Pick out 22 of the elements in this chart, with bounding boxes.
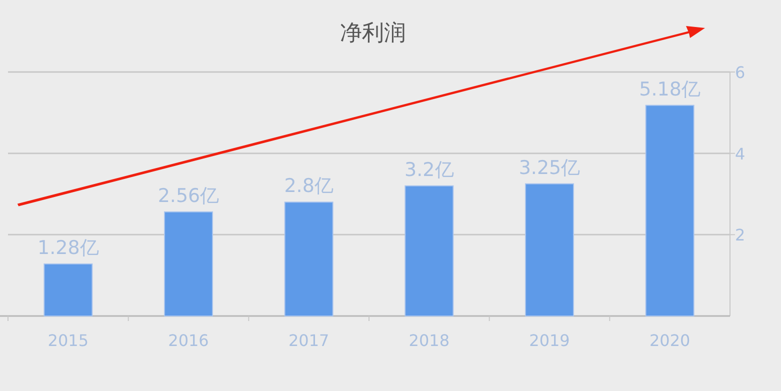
data-label: 3.2亿 bbox=[404, 158, 454, 181]
x-tick-label: 2018 bbox=[408, 331, 450, 350]
bar bbox=[44, 263, 93, 316]
data-label: 5.18亿 bbox=[639, 78, 700, 100]
chart-title: 净利润 bbox=[340, 21, 406, 46]
data-label: 3.25亿 bbox=[518, 156, 580, 179]
bar bbox=[284, 202, 334, 316]
x-tick-label: 2016 bbox=[168, 331, 209, 350]
data-label: 2.56亿 bbox=[158, 184, 220, 207]
y-tick-label: 4 bbox=[735, 144, 746, 164]
bar bbox=[404, 185, 454, 316]
x-tick-label: 2015 bbox=[48, 331, 89, 350]
bar bbox=[164, 211, 213, 316]
data-label: 2.8亿 bbox=[284, 175, 334, 198]
y-tick-label: 2 bbox=[735, 226, 746, 245]
y-tick-label: 6 bbox=[735, 63, 746, 82]
x-tick-label: 2019 bbox=[529, 331, 570, 350]
bar bbox=[645, 104, 694, 316]
x-tick-label: 2017 bbox=[288, 331, 330, 350]
data-label: 1.28亿 bbox=[38, 236, 99, 259]
bar bbox=[525, 183, 574, 316]
x-tick-label: 2020 bbox=[649, 331, 690, 350]
